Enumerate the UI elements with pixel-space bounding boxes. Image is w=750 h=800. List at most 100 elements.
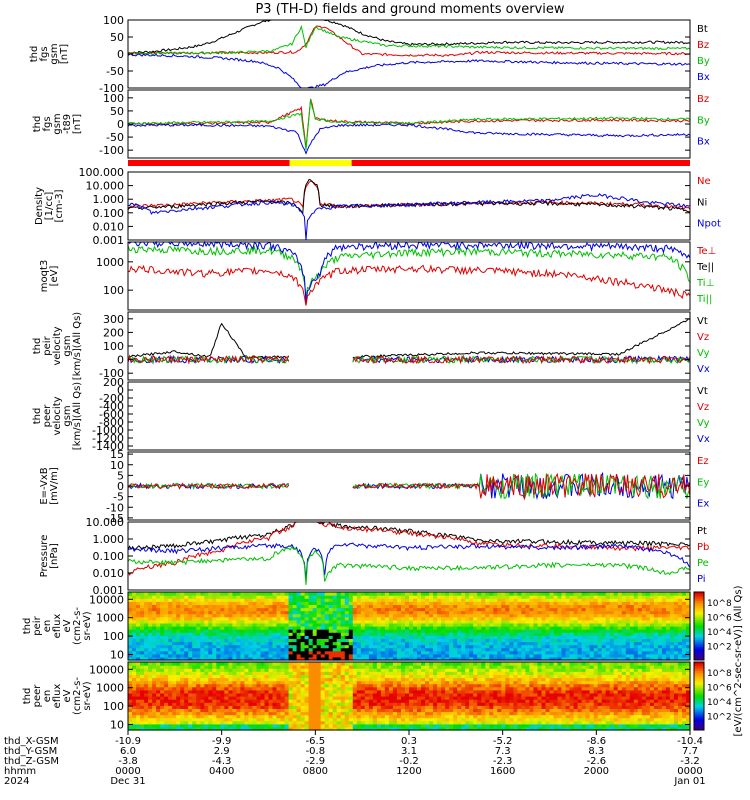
heatmap-cell <box>376 683 382 688</box>
heatmap-cell <box>300 720 306 725</box>
heatmap-cell <box>140 720 145 725</box>
heatmap-cell <box>376 635 382 639</box>
heatmap-cell <box>348 604 354 609</box>
heatmap-cell <box>292 656 298 661</box>
heatmap-cell <box>425 680 430 685</box>
heatmap-cell <box>405 689 410 694</box>
heatmap-cell <box>489 650 494 655</box>
heatmap-cell <box>621 610 627 615</box>
heatmap-cell <box>621 644 627 649</box>
heatmap-cell <box>401 702 406 706</box>
heatmap-cell <box>601 595 607 599</box>
heatmap-cell <box>160 644 165 649</box>
heatmap-cell <box>521 598 526 602</box>
heatmap-cell <box>368 638 374 643</box>
heatmap-cell <box>240 714 245 719</box>
heatmap-cell <box>292 604 298 609</box>
heatmap-cell <box>356 656 362 661</box>
heatmap-cell <box>292 696 298 700</box>
y-tick-label: 50 <box>110 105 124 118</box>
heatmap-cell <box>136 622 141 627</box>
heatmap-cell <box>296 607 302 612</box>
y-tick-label: 200 <box>103 326 124 339</box>
heatmap-cell <box>164 662 169 666</box>
heatmap-cell <box>228 717 233 722</box>
heatmap-cell <box>264 632 270 636</box>
legend-Vz: Vz <box>697 402 709 413</box>
heatmap-cell <box>228 726 233 731</box>
heatmap-cell <box>397 720 402 725</box>
heatmap-cell <box>553 641 559 646</box>
heatmap-cell <box>653 601 659 605</box>
heatmap-cell <box>156 619 161 624</box>
heatmap-cell <box>228 711 233 716</box>
heatmap-cell <box>593 622 599 627</box>
heatmap-cell <box>401 723 406 728</box>
heatmap-cell <box>252 686 257 691</box>
heatmap-cell <box>397 714 402 719</box>
heatmap-cell <box>196 644 201 649</box>
legend-Te||: Te|| <box>696 262 714 273</box>
heatmap-cell <box>481 592 486 596</box>
heatmap-cell <box>280 683 286 688</box>
heatmap-cell <box>529 635 534 639</box>
heatmap-cell <box>669 592 675 596</box>
heatmap-cell <box>132 647 137 652</box>
heatmap-cell <box>296 714 302 719</box>
heatmap-cell <box>200 702 205 706</box>
heatmap-cell <box>332 656 338 661</box>
heatmap-cell <box>144 638 149 643</box>
heatmap-cell <box>589 601 595 605</box>
heatmap-cell <box>224 702 229 706</box>
heatmap-cell <box>352 662 358 666</box>
heatmap-cell <box>292 653 298 658</box>
heatmap-cell <box>160 619 165 624</box>
heatmap-cell <box>196 692 201 697</box>
heatmap-cell <box>613 592 619 596</box>
heatmap-cell <box>441 616 446 621</box>
heatmap-cell <box>473 635 478 639</box>
heatmap-cell <box>216 723 221 728</box>
heatmap-cell <box>541 632 547 636</box>
heatmap-cell <box>437 647 442 652</box>
heatmap-cell <box>409 699 414 703</box>
heatmap-cell <box>597 616 603 621</box>
heatmap-cell <box>653 592 659 596</box>
heatmap-cell <box>473 632 478 636</box>
heatmap-cell <box>356 616 362 621</box>
heatmap-cell <box>192 592 197 596</box>
heatmap-cell <box>324 647 330 652</box>
heatmap-cell <box>264 692 270 697</box>
heatmap-cell <box>168 595 173 599</box>
heatmap-cell <box>164 671 169 675</box>
heatmap-cell <box>525 613 530 618</box>
heatmap-cell <box>164 616 169 621</box>
heatmap-cell <box>132 610 137 615</box>
heatmap-cell <box>300 653 306 658</box>
heatmap-cell <box>629 644 635 649</box>
heatmap-cell <box>344 613 350 618</box>
heatmap-cell <box>168 607 173 612</box>
heatmap-cell <box>228 692 233 697</box>
heatmap-cell <box>240 626 245 630</box>
heatmap-cell <box>284 592 290 596</box>
heatmap-cell <box>232 680 237 685</box>
heatmap-cell <box>216 674 221 679</box>
heatmap-cell <box>565 647 571 652</box>
heatmap-cell <box>372 662 378 666</box>
heatmap-cell <box>678 592 683 596</box>
heatmap-cell <box>236 677 241 682</box>
heatmap-cell <box>581 626 587 630</box>
heatmap-cell <box>300 708 306 713</box>
heatmap-cell <box>128 705 133 709</box>
heatmap-cell <box>148 726 153 731</box>
heatmap-cell <box>172 705 177 709</box>
heatmap-cell <box>593 604 599 609</box>
heatmap-cell <box>172 665 177 669</box>
heatmap-cell <box>192 650 197 655</box>
heatmap-cell <box>437 595 442 599</box>
heatmap-cell <box>477 613 482 618</box>
heatmap-cell <box>441 622 446 627</box>
heatmap-cell <box>649 616 655 621</box>
heatmap-cell <box>344 677 350 682</box>
